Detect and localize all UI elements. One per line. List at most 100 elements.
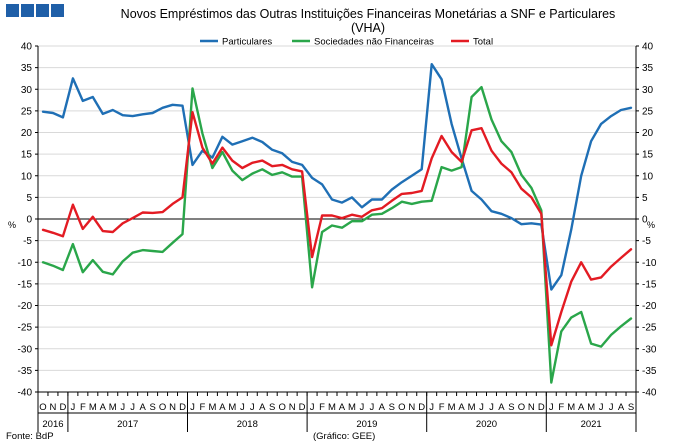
month-label: O	[159, 402, 166, 413]
month-label: O	[398, 402, 405, 413]
month-label: D	[299, 402, 306, 413]
month-label: J	[240, 402, 245, 413]
y-axis-left: -40 -35 -30 -25 -20 -15 -10 -5 0 5 10 15 20 25 30 35 40	[18, 42, 38, 399]
y-tick-label-right: 5	[642, 193, 648, 204]
month-label: O	[518, 402, 525, 413]
month-label: F	[80, 402, 86, 413]
month-label: J	[549, 402, 554, 413]
chart-title: Novos Empréstimos das Outras Instituiçõe…	[121, 7, 616, 21]
month-label: J	[479, 402, 484, 413]
series-line-3	[41, 111, 633, 347]
credit-note: (Gráfico: GEE)	[313, 431, 375, 442]
month-label: A	[219, 402, 226, 413]
month-label: J	[370, 402, 375, 413]
month-label: S	[269, 402, 275, 413]
y-unit-right: %	[647, 220, 655, 230]
month-label: M	[468, 402, 476, 413]
y-tick-label-left: 15	[21, 150, 33, 161]
month-label: M	[348, 402, 356, 413]
y-tick-label-right: 0	[642, 215, 648, 226]
y-tick-label-left: 35	[21, 63, 33, 74]
y-tick-label-right: 35	[642, 63, 654, 74]
axes	[37, 46, 637, 393]
month-label: N	[408, 402, 415, 413]
month-label: S	[389, 402, 395, 413]
month-label: J	[609, 402, 614, 413]
month-label: J	[360, 402, 365, 413]
month-label: O	[278, 402, 285, 413]
month-label: M	[208, 402, 216, 413]
year-label: 2020	[476, 419, 497, 430]
month-label: M	[448, 402, 456, 413]
y-tick-label-left: -25	[18, 323, 33, 334]
month-label: A	[458, 402, 465, 413]
header-block	[6, 4, 19, 17]
month-label: A	[578, 402, 585, 413]
y-tick-label-right: 25	[642, 106, 654, 117]
month-label: M	[109, 402, 117, 413]
month-label: J	[250, 402, 255, 413]
y-tick-label-left: -5	[23, 236, 32, 247]
y-tick-label-right: -30	[642, 344, 657, 355]
y-tick-label-right: -15	[642, 279, 657, 290]
header-block	[51, 4, 64, 17]
y-unit-left: %	[8, 220, 16, 230]
y-tick-label-right: 30	[642, 85, 654, 96]
legend: Particulares Sociedades não Financeiras To…	[200, 37, 493, 48]
month-label: N	[169, 402, 176, 413]
month-label: D	[538, 402, 545, 413]
y-tick-label-left: 5	[26, 193, 32, 204]
month-label: A	[100, 402, 107, 413]
month-label: S	[628, 402, 634, 413]
month-label: A	[139, 402, 146, 413]
y-tick-label-left: 30	[21, 85, 33, 96]
y-tick-label-right: -35	[642, 366, 657, 377]
month-label: N	[289, 402, 296, 413]
y-tick-label-right: 20	[642, 128, 654, 139]
y-tick-label-left: 25	[21, 106, 33, 117]
y-tick-label-left: -20	[18, 301, 33, 312]
month-label: O	[39, 402, 46, 413]
header-block	[21, 4, 34, 17]
header-block	[36, 4, 49, 17]
month-label: J	[120, 402, 125, 413]
month-label: A	[618, 402, 625, 413]
month-label: J	[599, 402, 604, 413]
y-tick-label-right: -40	[642, 388, 657, 399]
month-label: J	[310, 402, 315, 413]
y-tick-label-right: 15	[642, 150, 654, 161]
month-label: N	[528, 402, 535, 413]
year-label: 2021	[581, 419, 602, 430]
y-tick-label-right: -20	[642, 301, 657, 312]
y-axis-right: -40 -35 -30 -25 -20 -15 -10 -5 0 5 10 15 20 25 30 35 40	[636, 42, 657, 399]
month-label: N	[50, 402, 57, 413]
year-label: 2019	[356, 419, 377, 430]
month-label: J	[489, 402, 494, 413]
y-tick-label-left: -35	[18, 366, 33, 377]
month-label: S	[508, 402, 514, 413]
month-label: J	[429, 402, 434, 413]
y-tick-label-left: 0	[26, 215, 32, 226]
month-label: A	[498, 402, 505, 413]
year-label: 2018	[237, 419, 258, 430]
month-label: F	[319, 402, 325, 413]
month-label: M	[89, 402, 97, 413]
header-blocks	[6, 4, 64, 17]
month-label: M	[328, 402, 336, 413]
legend-label: Particulares	[222, 37, 272, 48]
chart-subtitle: (VHA)	[351, 21, 385, 35]
y-tick-label-left: 40	[21, 42, 33, 53]
y-tick-label-right: -10	[642, 258, 657, 269]
month-label: M	[567, 402, 575, 413]
month-label: A	[379, 402, 386, 413]
y-tick-label-right: 10	[642, 171, 654, 182]
month-label: M	[587, 402, 595, 413]
month-label: F	[558, 402, 564, 413]
y-tick-label-left: -30	[18, 344, 33, 355]
y-tick-label-left: 20	[21, 128, 33, 139]
y-tick-label-left: 10	[21, 171, 33, 182]
month-label: J	[190, 402, 195, 413]
y-tick-label-right: 40	[642, 42, 654, 53]
